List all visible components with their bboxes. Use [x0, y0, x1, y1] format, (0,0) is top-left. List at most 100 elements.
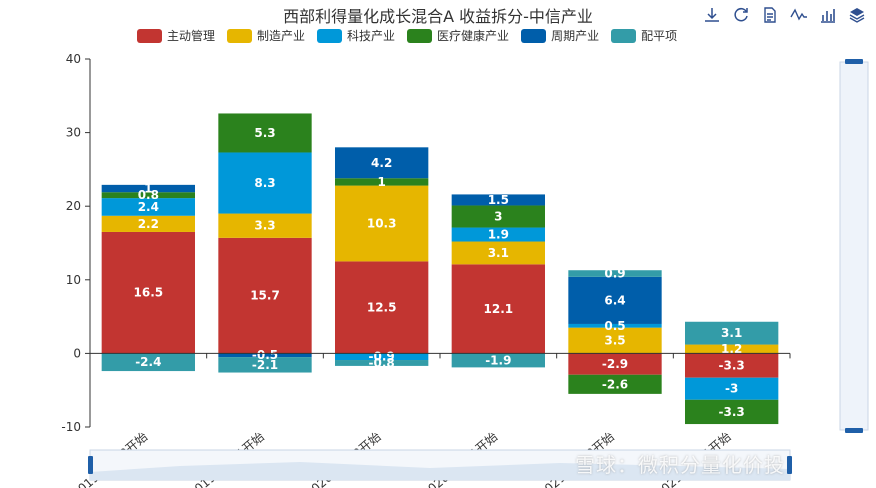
y-tick-label: 30 [66, 126, 81, 140]
bar-segment[interactable] [335, 178, 429, 186]
download-icon[interactable] [703, 6, 721, 24]
bar-data-label: 2.4 [138, 200, 159, 214]
bar-data-label: 2.2 [138, 217, 159, 231]
watermark: 雪球：微积分量化价投 [575, 453, 785, 477]
bar-segment[interactable] [685, 399, 779, 425]
bar-segment[interactable] [451, 205, 545, 228]
legend-swatch [227, 28, 253, 43]
bar-data-label: -0.8 [369, 356, 395, 370]
bar-segment[interactable] [568, 374, 662, 394]
legend-item[interactable]: 制造产业 [227, 27, 305, 44]
legend-label: 周期产业 [551, 29, 600, 43]
refresh-icon[interactable] [732, 6, 750, 24]
bar-segment[interactable] [685, 353, 779, 378]
bar-data-label: 4.2 [371, 156, 392, 170]
bar-segment[interactable] [218, 152, 312, 214]
bar-segment[interactable] [451, 227, 545, 242]
bar-data-label: 1.2 [721, 342, 742, 356]
bar-segment[interactable] [685, 321, 779, 345]
bar-segment[interactable] [685, 344, 779, 354]
bar-icon[interactable] [819, 6, 837, 24]
toolbox [703, 6, 866, 24]
bar-segment[interactable] [568, 276, 662, 324]
bar-data-label: 15.7 [250, 289, 280, 303]
bar-segment[interactable] [218, 213, 312, 238]
legend-swatch [317, 28, 343, 43]
line-icon[interactable] [790, 6, 808, 24]
legend-swatch [137, 28, 162, 43]
bar-segment[interactable] [335, 360, 429, 366]
bar-data-label: -2.9 [602, 357, 628, 371]
x-zoom-preview [90, 462, 790, 480]
bar-data-label: 1 [144, 182, 152, 196]
data-view-icon[interactable] [761, 6, 779, 24]
y-zoom-handle-bottom[interactable] [845, 428, 863, 433]
bar-segment[interactable] [451, 264, 545, 354]
bar-segment[interactable] [218, 353, 312, 358]
bar-segment[interactable] [335, 185, 429, 262]
x-zoom-handle-left[interactable] [88, 456, 93, 474]
legend-swatch [521, 28, 547, 43]
bar-data-label: 3.3 [254, 219, 275, 233]
x-zoom-slider[interactable] [88, 449, 792, 481]
stack-icon[interactable] [848, 6, 866, 24]
bar-segment[interactable] [451, 194, 545, 206]
y-zoom-slider[interactable] [839, 59, 869, 433]
legend-swatch [611, 28, 637, 43]
bar-segment[interactable] [335, 261, 429, 354]
bar-segment[interactable] [101, 215, 195, 232]
legend-item[interactable]: 医疗健康产业 [407, 27, 509, 44]
bar-data-label: 3.5 [604, 334, 625, 348]
bar-segment[interactable] [451, 353, 545, 368]
y-tick-label: 0 [73, 346, 81, 360]
bar-segment[interactable] [568, 323, 662, 328]
legend-swatch [407, 28, 433, 43]
bar-data-label: 12.5 [367, 300, 397, 314]
bar-data-label: 12.1 [484, 302, 514, 316]
bar-segment[interactable] [101, 192, 195, 199]
y-tick-label: 10 [66, 273, 81, 287]
bar-data-label: 0.9 [604, 267, 625, 281]
y-zoom-handle-top[interactable] [845, 59, 863, 64]
legend: 主动管理 制造产业 科技产业 医疗健康产业 周期产业 配平项 [137, 27, 677, 44]
bar-data-label: -2.6 [602, 377, 628, 391]
bar-data-label: -3 [725, 382, 738, 396]
bar-data-label: 1.5 [488, 193, 509, 207]
bar-segment[interactable] [335, 147, 429, 179]
bar-segment[interactable] [568, 270, 662, 277]
bar-data-label: -3.3 [719, 359, 745, 373]
bar-segment[interactable] [451, 241, 545, 265]
x-zoom-handle-right[interactable] [787, 456, 792, 474]
bar-data-label: 3.1 [721, 326, 742, 340]
bar-data-label: 16.5 [134, 286, 164, 300]
bar-segment[interactable] [101, 231, 195, 354]
bar-segment[interactable] [685, 377, 779, 400]
legend-label: 主动管理 [167, 29, 216, 43]
bar-data-label: 0.5 [604, 319, 625, 333]
bar-data-label: -2.1 [252, 358, 278, 372]
bar-data-label: 6.4 [604, 293, 625, 307]
bar-segment[interactable] [101, 353, 195, 372]
bar-data-label: 8.3 [254, 176, 275, 190]
bar-segment[interactable] [218, 357, 312, 373]
bar-segment[interactable] [101, 198, 195, 216]
legend-label: 制造产业 [257, 29, 306, 43]
legend-label: 医疗健康产业 [437, 29, 510, 43]
legend-item[interactable]: 配平项 [611, 27, 677, 44]
chart-title: 西部利得量化成长混合A 收益拆分-中信产业 [283, 7, 593, 26]
bar-segment[interactable] [335, 353, 429, 361]
bar-segment[interactable] [218, 237, 312, 354]
bar-segment[interactable] [218, 113, 312, 153]
legend-item[interactable]: 主动管理 [137, 27, 215, 44]
bar-segment[interactable] [568, 353, 662, 375]
bar-segment[interactable] [568, 327, 662, 354]
y-tick-label: 20 [66, 199, 81, 213]
bar-data-label: 1.9 [488, 228, 509, 242]
y-zoom-track[interactable] [839, 61, 869, 431]
bar-data-label: 5.3 [254, 126, 275, 140]
legend-item[interactable]: 科技产业 [317, 27, 395, 44]
bar-data-label: -2.4 [135, 355, 161, 369]
bar-segment[interactable] [101, 184, 195, 193]
legend-item[interactable]: 周期产业 [521, 27, 599, 44]
